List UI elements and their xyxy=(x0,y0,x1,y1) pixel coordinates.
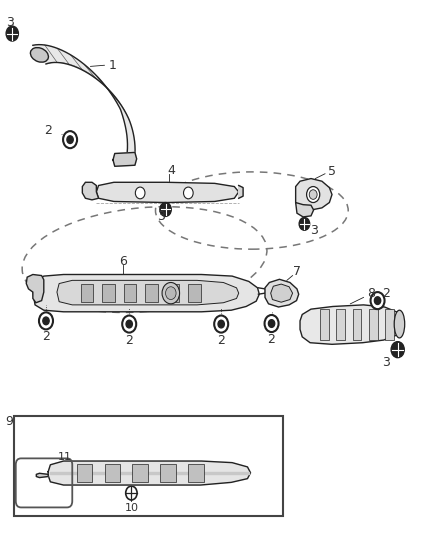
Circle shape xyxy=(299,217,310,230)
Circle shape xyxy=(160,203,171,216)
Ellipse shape xyxy=(30,47,49,62)
Circle shape xyxy=(67,136,73,143)
Text: 4: 4 xyxy=(167,164,175,177)
Polygon shape xyxy=(188,284,201,302)
Polygon shape xyxy=(160,464,176,482)
Polygon shape xyxy=(81,284,93,302)
Bar xyxy=(14,416,283,516)
Polygon shape xyxy=(271,284,293,302)
Circle shape xyxy=(126,320,132,328)
Polygon shape xyxy=(265,279,299,307)
Polygon shape xyxy=(369,309,378,340)
Text: 2: 2 xyxy=(44,124,52,137)
Circle shape xyxy=(122,316,136,333)
Circle shape xyxy=(214,316,228,333)
Text: 3: 3 xyxy=(382,356,390,369)
Text: 7: 7 xyxy=(293,265,301,278)
Circle shape xyxy=(391,342,404,358)
Polygon shape xyxy=(188,464,204,482)
Polygon shape xyxy=(336,309,345,340)
Polygon shape xyxy=(33,45,135,165)
Text: 2: 2 xyxy=(382,287,390,300)
Text: 3: 3 xyxy=(157,210,165,223)
Polygon shape xyxy=(82,182,99,200)
Text: 1: 1 xyxy=(109,59,117,71)
Circle shape xyxy=(374,297,381,304)
Polygon shape xyxy=(57,280,239,305)
Circle shape xyxy=(265,315,279,332)
Polygon shape xyxy=(132,464,148,482)
Polygon shape xyxy=(26,274,44,303)
Circle shape xyxy=(63,131,77,148)
Text: 11: 11 xyxy=(58,453,72,462)
Text: 6: 6 xyxy=(119,255,127,268)
Circle shape xyxy=(307,187,320,203)
Ellipse shape xyxy=(394,310,405,338)
Polygon shape xyxy=(296,179,332,210)
Text: 2: 2 xyxy=(42,330,50,343)
Text: 10: 10 xyxy=(124,503,138,513)
Circle shape xyxy=(126,486,137,500)
Circle shape xyxy=(39,312,53,329)
Text: 2: 2 xyxy=(268,333,276,346)
Circle shape xyxy=(309,190,317,199)
Polygon shape xyxy=(124,284,136,302)
Text: 2: 2 xyxy=(217,334,225,346)
Circle shape xyxy=(135,187,145,199)
Text: 8: 8 xyxy=(367,287,375,300)
Circle shape xyxy=(268,320,275,327)
Polygon shape xyxy=(113,152,137,166)
Circle shape xyxy=(184,187,193,199)
Polygon shape xyxy=(50,472,249,474)
Polygon shape xyxy=(353,309,361,340)
Text: 2: 2 xyxy=(125,334,133,346)
Circle shape xyxy=(166,287,176,300)
Polygon shape xyxy=(167,284,179,302)
Polygon shape xyxy=(48,461,251,485)
Text: 3: 3 xyxy=(6,17,14,29)
Circle shape xyxy=(6,26,18,41)
Polygon shape xyxy=(96,182,239,203)
Text: 9: 9 xyxy=(6,415,14,427)
Polygon shape xyxy=(296,203,314,217)
Polygon shape xyxy=(33,274,259,312)
Polygon shape xyxy=(300,305,403,344)
Circle shape xyxy=(218,320,224,328)
Polygon shape xyxy=(239,185,243,198)
Circle shape xyxy=(43,317,49,325)
Text: 3: 3 xyxy=(311,224,318,237)
Polygon shape xyxy=(77,464,92,482)
Polygon shape xyxy=(385,309,394,340)
Circle shape xyxy=(371,292,385,309)
Polygon shape xyxy=(102,284,115,302)
Text: 5: 5 xyxy=(328,165,336,178)
Polygon shape xyxy=(36,473,48,478)
Circle shape xyxy=(162,282,180,304)
Polygon shape xyxy=(105,464,120,482)
Polygon shape xyxy=(145,284,158,302)
Polygon shape xyxy=(320,309,328,340)
